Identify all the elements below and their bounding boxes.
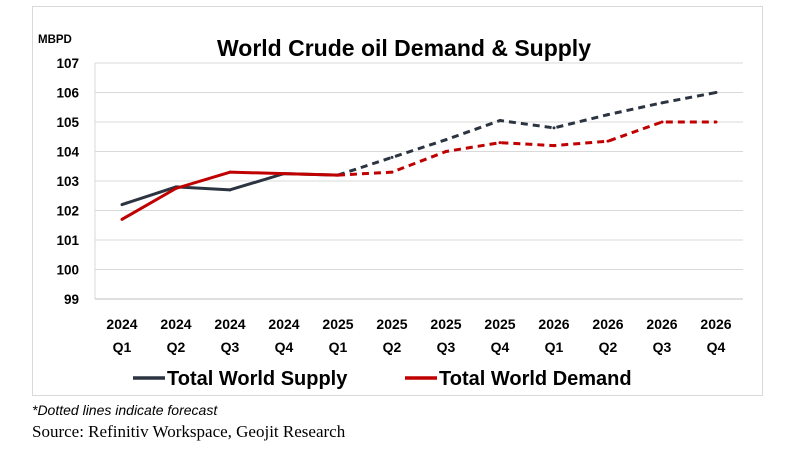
data-point bbox=[120, 203, 124, 207]
x-tick-year: 2024 bbox=[106, 316, 137, 332]
data-point bbox=[660, 120, 664, 124]
data-point bbox=[390, 170, 394, 174]
y-axis-ticks: 99 100 101 102 103 104 105 106 107 bbox=[56, 56, 79, 307]
legend-label: Total World Supply bbox=[167, 368, 348, 390]
data-point bbox=[606, 113, 610, 117]
x-axis-ticks: 2024 Q1 2024 Q2 2024 Q3 2024 Q4 2025 Q1 2025 Q2 2025… bbox=[106, 316, 731, 355]
data-point bbox=[444, 150, 448, 153]
data-point bbox=[336, 173, 340, 177]
data-point bbox=[228, 188, 232, 192]
x-tick-year: 2025 bbox=[322, 316, 353, 332]
legend: Total World Supply Total World Demand bbox=[133, 368, 632, 390]
chart-title: World Crude oil Demand & Supply bbox=[217, 35, 591, 61]
y-tick-label: 102 bbox=[56, 204, 79, 219]
series-line-actual bbox=[121, 170, 339, 221]
x-tick-year: 2026 bbox=[538, 316, 569, 332]
data-point bbox=[660, 101, 664, 105]
x-tick-quarter: Q3 bbox=[653, 339, 672, 355]
x-tick-quarter: Q4 bbox=[491, 339, 510, 355]
y-axis-unit-label: MBPD bbox=[38, 34, 72, 46]
y-tick-label: 105 bbox=[56, 115, 79, 130]
gridlines bbox=[94, 62, 743, 300]
data-point bbox=[714, 91, 718, 94]
series-lines bbox=[120, 91, 718, 221]
data-point bbox=[282, 172, 286, 176]
x-tick-quarter: Q4 bbox=[707, 339, 726, 355]
x-tick-quarter: Q1 bbox=[113, 339, 132, 355]
data-point bbox=[120, 217, 124, 221]
x-tick-year: 2025 bbox=[484, 316, 515, 332]
y-tick-label: 99 bbox=[64, 292, 79, 307]
x-tick-quarter: Q3 bbox=[221, 339, 240, 355]
x-tick-year: 2024 bbox=[214, 316, 245, 332]
y-tick-label: 103 bbox=[56, 174, 79, 189]
y-tick-label: 101 bbox=[56, 233, 79, 248]
chart-frame bbox=[32, 6, 763, 396]
x-tick-quarter: Q3 bbox=[437, 339, 456, 355]
x-tick-quarter: Q4 bbox=[275, 339, 294, 355]
x-tick-year: 2026 bbox=[592, 316, 623, 332]
data-point bbox=[174, 186, 178, 190]
x-tick-year: 2026 bbox=[700, 316, 731, 332]
source-note: Source: Refinitiv Workspace, Geojit Rese… bbox=[32, 422, 346, 441]
x-tick-quarter: Q1 bbox=[329, 339, 348, 355]
y-tick-label: 106 bbox=[56, 86, 79, 101]
x-tick-year: 2024 bbox=[268, 316, 299, 332]
data-point bbox=[498, 119, 502, 123]
data-point bbox=[552, 126, 556, 130]
y-tick-label: 104 bbox=[56, 145, 79, 160]
x-tick-quarter: Q2 bbox=[383, 339, 402, 355]
data-point bbox=[390, 155, 394, 159]
legend-label: Total World Demand bbox=[439, 368, 632, 390]
data-point bbox=[552, 144, 556, 148]
data-point bbox=[714, 120, 718, 124]
x-tick-year: 2024 bbox=[160, 316, 191, 332]
x-tick-year: 2026 bbox=[646, 316, 677, 332]
data-point bbox=[606, 139, 610, 143]
x-tick-quarter: Q2 bbox=[599, 339, 618, 355]
x-tick-year: 2025 bbox=[430, 316, 461, 332]
data-point bbox=[444, 138, 448, 142]
y-tick-label: 107 bbox=[56, 56, 79, 71]
x-tick-quarter: Q2 bbox=[167, 339, 186, 355]
forecast-footnote: *Dotted lines indicate forecast bbox=[32, 402, 218, 418]
line-chart: World Crude oil Demand & Supply MBPD 99 1… bbox=[38, 34, 743, 390]
data-point bbox=[498, 141, 502, 145]
y-tick-label: 100 bbox=[56, 263, 79, 278]
series-line-forecast bbox=[337, 91, 717, 177]
x-tick-year: 2025 bbox=[376, 316, 407, 332]
data-point bbox=[228, 170, 232, 174]
series-line-forecast bbox=[337, 120, 716, 177]
x-tick-quarter: Q1 bbox=[545, 339, 564, 355]
